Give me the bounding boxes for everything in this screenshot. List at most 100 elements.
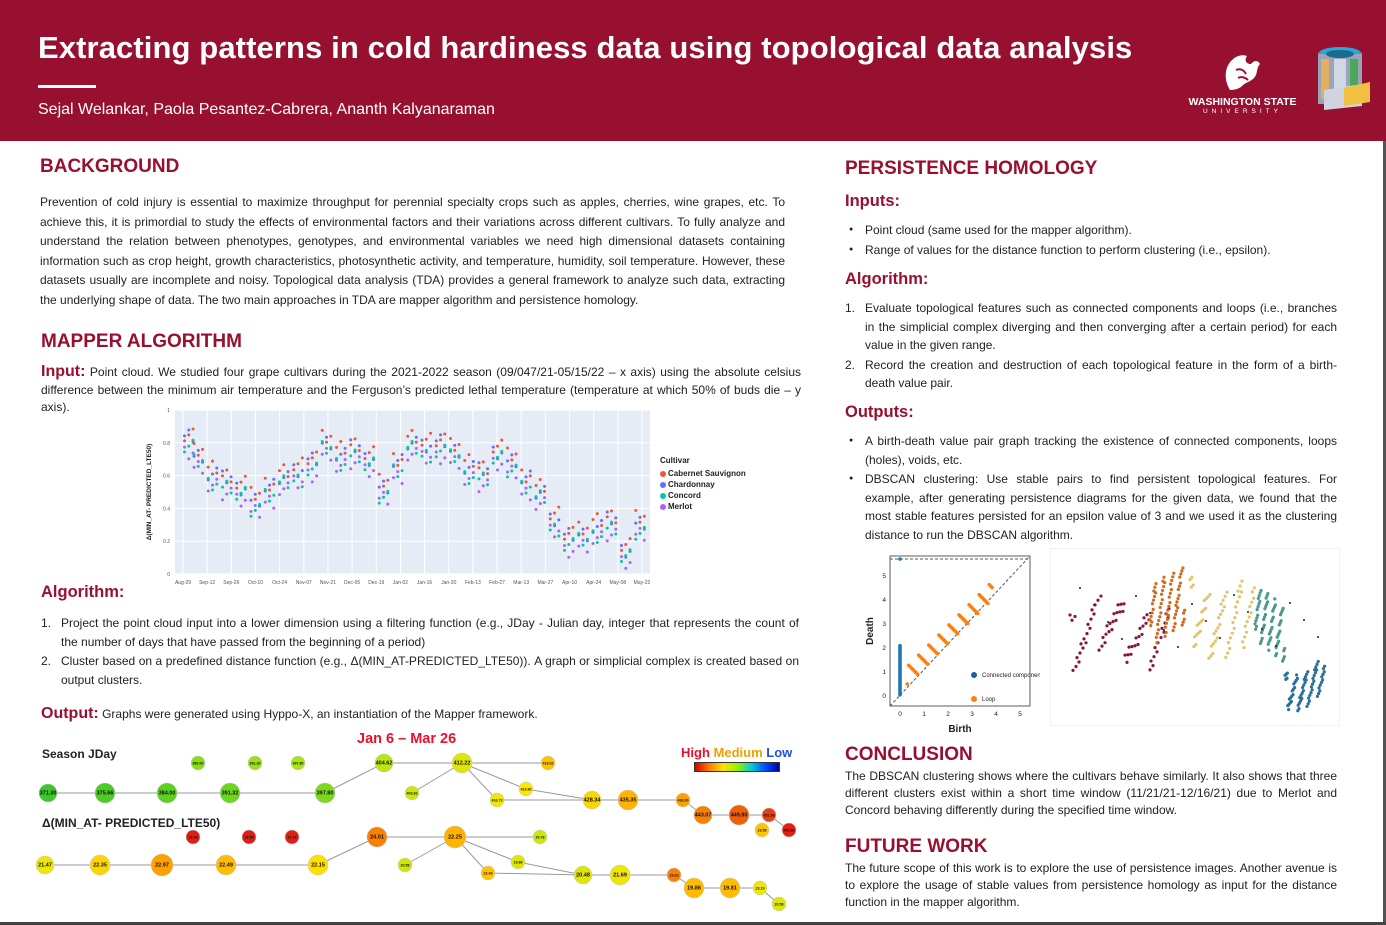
jday-node-label: 380.00 [193,762,204,766]
data-point [424,448,428,452]
cluster-point [1318,689,1322,693]
cluster-point [1166,608,1170,612]
data-point [510,458,514,462]
data-point [292,479,296,483]
poster-banner: Extracting patterns in cold hardiness da… [0,0,1386,141]
cluster-point [1162,584,1166,589]
cluster-point [1267,648,1271,652]
delta-node-label: 19.86 [687,886,701,892]
data-point [235,481,239,485]
delta-node-label: 22.35 [93,863,107,869]
cluster-point [1206,594,1210,599]
cluster-point [1162,575,1166,579]
legend-label: Cabernet Sauvignon [668,469,746,478]
data-point [377,472,381,476]
cluster-point [1190,575,1194,579]
cluster-point [1256,613,1260,617]
data-point [610,520,614,524]
data-point [591,518,595,522]
pd-y-tick: 1 [882,669,886,676]
dbscan-cluster-plot [1049,547,1341,727]
data-point [349,443,353,447]
cluster-point [1192,635,1197,639]
data-point [229,491,233,495]
persistence-algorithm-label: Algorithm: [845,270,929,288]
data-point [187,428,191,432]
jday-node [290,755,306,771]
jday-edge [461,762,527,790]
pd-x-tick: 1 [922,711,926,718]
data-point [278,480,281,484]
data-point [585,537,589,541]
cluster-point [1142,616,1146,620]
data-point [420,454,424,458]
pd-y-label: Death [865,617,876,645]
data-point [201,471,205,475]
data-point [414,440,418,444]
data-point [400,481,404,485]
data-point [187,444,191,448]
cluster-point [1242,646,1246,650]
cluster-point [1172,616,1177,620]
cluster-point [1259,588,1263,593]
data-point [514,476,518,480]
cluster-point [1303,675,1307,679]
data-point [557,529,561,533]
cluster-point [1081,646,1085,650]
y-tick-label: 0.2 [163,539,170,545]
background-heading: BACKGROUND [40,156,180,177]
cluster-point [1099,594,1103,598]
data-point [506,470,509,474]
x-tick-label: Jan-16 [417,580,433,586]
data-point [353,437,357,441]
cluster-point [1252,596,1256,600]
data-point [534,507,538,511]
data-point [610,509,614,513]
cluster-point [1155,641,1159,645]
cluster-point [1171,575,1175,579]
cluster-point [1163,581,1167,585]
jday-node [404,785,420,801]
data-point [439,438,443,442]
data-point [235,497,239,501]
x-tick-label: Dec-19 [368,580,384,586]
graph-date-range: Jan 6 – Mar 26 [357,731,457,747]
cluster-point [1180,623,1184,627]
cluster-point [1257,594,1261,598]
mapper-graphs-svg: 371.30 375.66 384.00 391.32 397.80 380.00 391.… [35,752,797,912]
cluster-point [1270,625,1274,630]
list-number: 2. [845,357,856,372]
cluster-point [1167,595,1171,599]
data-point [624,566,628,570]
cluster-point [1252,586,1256,590]
data-point [443,443,447,447]
data-point [463,459,467,463]
cluster-point [1309,685,1313,689]
data-point [196,464,200,468]
pd-loop-point [965,621,970,626]
list-item: A birth-death value pair graph tracking … [845,432,1337,469]
cluster-point [1273,597,1277,601]
data-point [496,455,500,459]
cluster-point [1198,629,1202,633]
cluster-point [1115,610,1119,615]
data-point [315,461,319,465]
data-point [363,452,367,456]
data-point [386,502,390,506]
cluster-point [1257,602,1261,606]
delta-node [35,855,55,875]
data-point [286,475,290,479]
cluster-point [1174,603,1178,607]
scale-high: High [681,745,710,760]
delta-node-label: 23.63 [670,874,679,878]
data-point [211,488,215,492]
data-point [249,514,253,518]
cluster-point [1191,583,1195,587]
cluster-point [1159,635,1163,640]
cluster-point [1152,594,1157,599]
persistence-diagram-svg: 0 1 2 3 4 5 0 1 2 3 4 5 Birth Death Connected componen… [865,555,1043,735]
cluster-point [1323,664,1327,668]
data-point [457,466,461,470]
pd-loop-point [990,585,994,590]
cluster-point [1262,623,1266,627]
